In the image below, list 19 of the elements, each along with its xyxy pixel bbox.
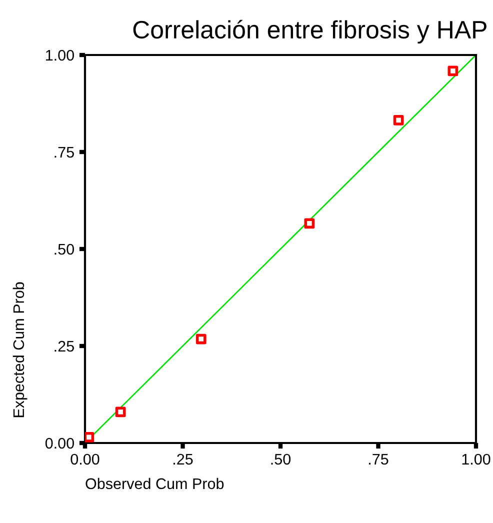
y-tick-label: .25: [54, 340, 74, 352]
y-tick-label: .50: [54, 244, 74, 255]
x-axis-title: Observed Cum Prob: [86, 478, 224, 490]
x-tick-label: 1.00: [462, 454, 490, 465]
point: [393, 114, 404, 126]
y-tick-label: .75: [54, 147, 74, 158]
point: [448, 66, 458, 76]
y-tick-label: 1.00: [46, 50, 74, 61]
y-tick-label: 0.00: [45, 438, 74, 449]
x-tick-label: .50: [271, 454, 291, 465]
y-axis-title: Expected Cum Prob: [12, 282, 28, 418]
point: [85, 432, 94, 442]
point: [304, 218, 315, 229]
point: [115, 406, 126, 418]
point: [196, 334, 206, 344]
x-tick-label: .25: [174, 454, 193, 465]
chart-title: Correlación entre fibrosis y HAP: [133, 20, 486, 44]
x-tick-label: 0.00: [70, 454, 100, 465]
x-tick-label: .75: [369, 454, 388, 465]
